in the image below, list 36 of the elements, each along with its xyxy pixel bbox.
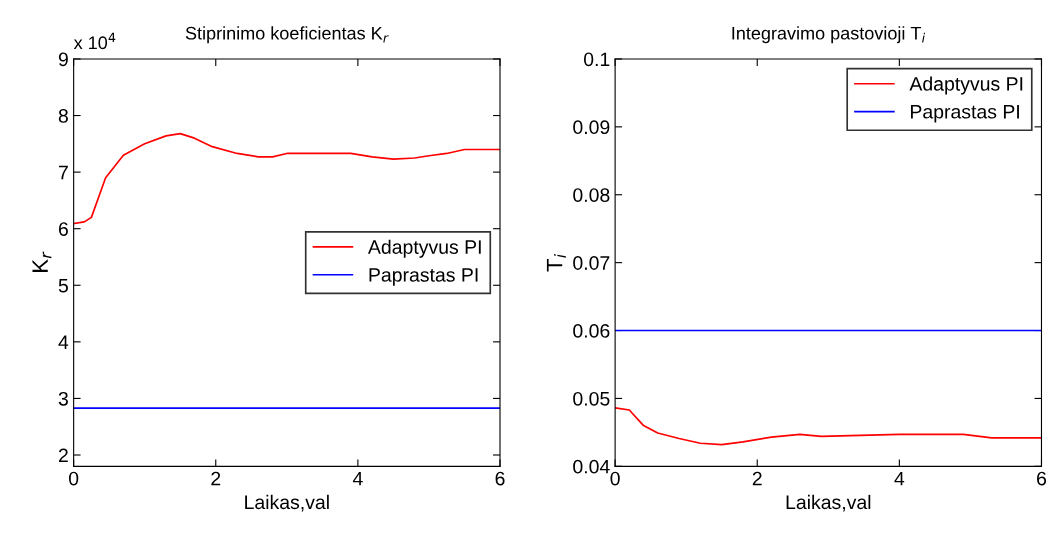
text: x 10$^{4}$ [73,32,116,50]
y-tick-label: 0.1 [583,52,610,67]
legend-label: Adaptyvus PI [909,76,1023,95]
y-tick-label: 4 [58,335,69,349]
y-tick-label: 0.08 [573,188,610,202]
y-tick-label: 0.09 [573,120,610,135]
y-tick-label: 5 [58,278,68,293]
y-tick-label: 0.04 [573,459,610,474]
y-axis-title: T$_{i}$ [546,254,566,272]
legend-label: Adaptyvus PI [367,239,481,258]
x-tick-label: 4 [894,471,905,486]
y-tick-label: 7 [58,165,68,180]
legend-label: Paprastas PI [369,268,478,286]
x-tick-label: 2 [752,471,762,486]
x-axis-title: Laikas,val [786,494,871,512]
line-series [615,407,1042,446]
x-tick-label: 0 [610,471,620,486]
y-tick-label: 9 [58,52,68,67]
x-tick-label: 4 [352,471,363,486]
y-tick-label: 3 [58,391,68,406]
x-tick-label: 6 [1037,471,1047,486]
x-tick-label: 2 [211,471,221,486]
legend-label: Paprastas PI [911,105,1019,123]
y-tick-label: 8 [58,109,68,123]
y-tick-label: 0.05 [573,391,610,406]
line-series [73,132,500,225]
y-tick-label: 0.06 [573,324,610,338]
chart-title: Stiprinimo koeficientas K$_{r}$ [185,26,389,44]
y-tick-label: 0.07 [573,256,610,270]
chart-title: Integravimo pastovioji T$_{i}$ [732,26,926,44]
x-tick-label: 6 [495,471,505,486]
x-axis-title: Laikas,val [245,494,329,512]
y-tick-label: 6 [58,222,68,236]
y-axis-title: K$_{r}$ [32,251,52,272]
y-tick-label: 2 [58,448,68,463]
x-tick-label: 0 [68,471,79,486]
